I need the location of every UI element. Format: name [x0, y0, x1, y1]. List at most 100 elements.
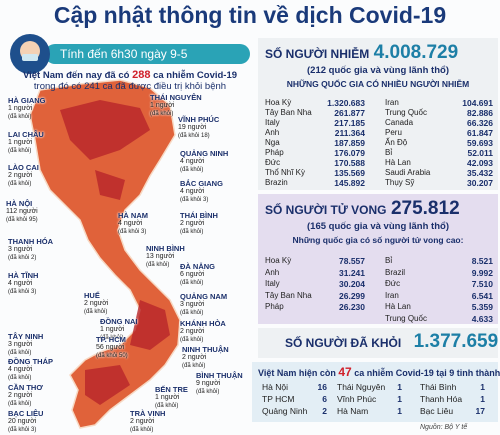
province-label: ĐỒNG THÁP 4 người (đã khỏi) [8, 358, 53, 382]
province-recovered: (đã khỏi 3) [8, 427, 37, 433]
province-label: QUẢNG NINH 4 người (đã khỏi) [180, 150, 228, 174]
place-name: Thanh Hóa [420, 394, 463, 404]
country-name: Bỉ [385, 256, 393, 265]
place-name: Hà Nội [262, 382, 288, 392]
place-name: TP HCM [262, 394, 295, 404]
infected-note: (212 quốc gia và vùng lãnh thổ) [307, 65, 449, 76]
province-label: BẠC LIÊU 20 người (đã khỏi 3) [8, 410, 43, 434]
province-name: QUẢNG NAM [180, 292, 228, 301]
country-name: Italy [265, 118, 280, 127]
intro-line: trong đó có 241 ca đã được điều trị khỏi… [33, 81, 227, 92]
country-value: 30.207 [467, 178, 493, 188]
remaining-header: Việt Nam hiện còn 47 ca nhiễm Covid-19 t… [258, 365, 500, 379]
province-name: ĐỒNG THÁP [8, 357, 53, 366]
country-value: 1.320.683 [327, 98, 365, 108]
country-name: Brazil [385, 267, 406, 277]
country-name: Iran [385, 290, 399, 300]
country-name: Đức [385, 279, 401, 288]
province-name: TP. HCM [96, 335, 126, 344]
country-name: Hà Lan [385, 302, 411, 311]
country-name: Tây Ban Nha [265, 290, 312, 300]
province-name: TRÀ VINH [130, 409, 166, 418]
province-label: HÀ NỘI 112 người (đã khỏi 95) [6, 200, 38, 224]
province-cases: 2 người [8, 172, 33, 179]
province-cases: 1 người [100, 326, 125, 333]
province-cases: 1 người [155, 394, 180, 401]
province-label: CẦN THƠ 2 người (đã khỏi) [8, 384, 43, 408]
country-value: 26.230 [339, 302, 365, 312]
place-name: Vĩnh Phúc [337, 394, 377, 404]
intro-text: Việt Nam đến nay đã có [22, 70, 130, 81]
province-label: TÂY NINH 3 người (đã khỏi) [8, 333, 43, 357]
province-label: NINH THUẬN 2 người (đã khỏi) [182, 346, 229, 370]
country-value: 78.557 [339, 256, 365, 266]
place-value: 16 [317, 382, 327, 392]
province-label: BẾN TRE 1 người (đã khỏi) [155, 386, 188, 410]
country-value: 61.847 [467, 128, 493, 138]
province-name: NINH BÌNH [146, 244, 185, 253]
country-value: 30.204 [339, 279, 365, 289]
intro-total: 288 [132, 69, 151, 81]
province-cases: 3 người [8, 341, 33, 348]
province-recovered: (đã khỏi 3) [180, 197, 209, 203]
province-name: THÁI NGUYÊN [150, 93, 202, 102]
province-name: HÀ NỘI [6, 199, 33, 208]
doctor-mask [22, 54, 38, 61]
infected-total: 4.008.729 [373, 42, 459, 63]
province-name: HUẾ [84, 291, 100, 300]
province-recovered: (đã khỏi) [84, 309, 108, 315]
province-recovered: (đã khỏi) [150, 111, 174, 117]
province-label: THANH HÓA 3 người (đã khỏi 2) [8, 238, 53, 262]
province-recovered: (đã khỏi 2) [8, 255, 37, 261]
province-name: LÀO CAI [8, 163, 39, 172]
country-value: 170.588 [334, 158, 365, 168]
place-value: 1 [480, 394, 485, 404]
province-recovered: (đã khỏi) [182, 363, 206, 369]
province-name: THANH HÓA [8, 237, 53, 246]
province-cases: 112 người [6, 208, 38, 215]
recovered-total: 1.377.659 [413, 331, 499, 352]
recovered-row: SỐ NGƯỜI ĐÃ KHỎI 1.377.659 [285, 331, 498, 353]
country-value: 66.326 [467, 118, 493, 128]
province-label: HÀ TĨNH 4 người (đã khỏi 3) [8, 272, 38, 296]
province-cases: 3 người [8, 246, 33, 253]
country-value: 187.859 [334, 138, 365, 148]
country-value: 26.299 [339, 290, 365, 301]
place-name: Thái Bình [420, 382, 457, 392]
province-name: ĐÀ NẴNG [180, 262, 215, 271]
map-hotspots [60, 100, 170, 405]
country-name: Đức [265, 158, 281, 167]
country-value: 31.241 [339, 267, 365, 278]
country-value: 6.541 [471, 290, 493, 301]
recovered-label: SỐ NGƯỜI ĐÃ KHỎI [285, 336, 402, 350]
place-value: 1 [397, 382, 402, 392]
province-name: HÀ GIANG [8, 96, 46, 105]
province-label: LÀO CAI 2 người (đã khỏi) [8, 164, 39, 188]
country-name: Nga [265, 138, 280, 147]
deaths-label: SỐ NGƯỜI TỬ VONG [265, 203, 387, 217]
province-recovered: (đã khỏi) [180, 310, 204, 316]
date-banner-bg [45, 44, 250, 64]
country-name: Iran [385, 98, 399, 107]
place-value: 1 [480, 382, 485, 392]
province-label: TP. HCM 56 người (đã khỏi 50) [96, 336, 128, 360]
place-value: 1 [397, 406, 402, 416]
province-label: THÁI NGUYÊN 1 người (đã khỏi) [150, 94, 202, 118]
country-name: Italy [265, 279, 280, 288]
province-name: BÌNH THUẬN [196, 371, 243, 380]
province-name: NINH THUẬN [182, 345, 229, 354]
province-cases: 19 người [178, 124, 207, 131]
province-label: HÀ GIANG 1 người (đã khỏi) [8, 97, 46, 121]
province-cases: 3 người [180, 301, 205, 308]
province-name: HÀ NAM [118, 211, 148, 220]
country-value: 4.633 [471, 313, 493, 324]
province-name: KHÁNH HÒA [180, 319, 226, 328]
province-label: HÀ NAM 4 người (đã khỏi 3) [118, 212, 148, 236]
country-name: Tây Ban Nha [265, 108, 312, 117]
country-name: Peru [385, 128, 402, 137]
province-recovered: (đã khỏi) [180, 167, 204, 173]
country-value: 104.691 [462, 98, 493, 108]
place-name: Thái Nguyên [337, 382, 386, 392]
deaths-heading: Những quốc gia có số người tử vong cao: [292, 235, 464, 245]
